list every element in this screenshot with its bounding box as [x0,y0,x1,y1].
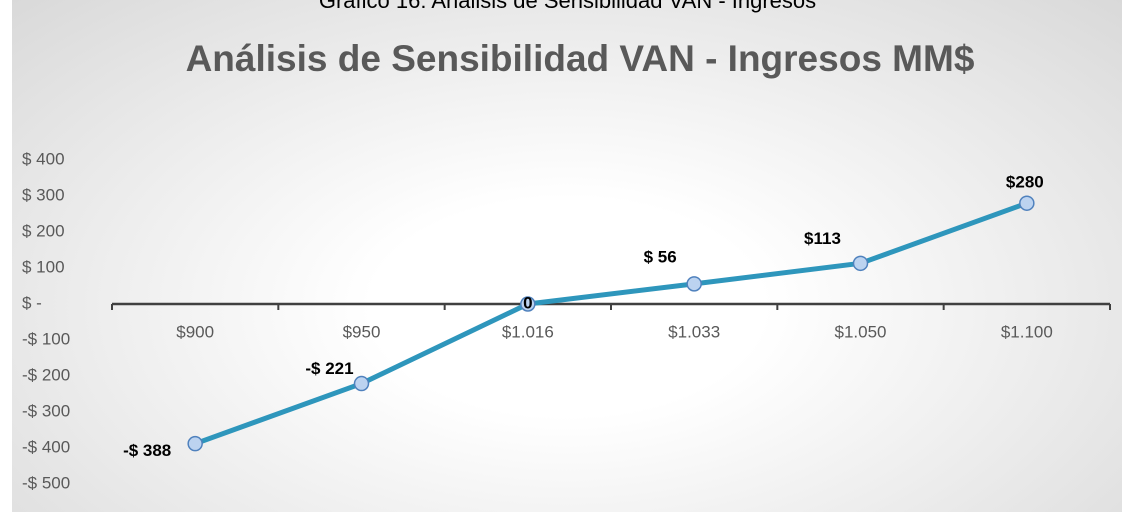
x-tick-label: $1.016 [502,322,554,341]
y-tick-label: $ - [22,293,42,312]
y-tick-label: -$ 400 [22,437,70,456]
x-tick-label: $1.050 [835,322,887,341]
point [187,435,203,452]
point [852,255,869,272]
point [686,276,702,292]
data-label: $113 [804,229,841,248]
x-tick-label: $950 [343,322,381,341]
data-label: $ 56 [644,247,677,266]
x-tick-label: $1.100 [1001,322,1053,341]
data-label: 0 [523,293,532,312]
chart-title: Análisis de Sensibilidad VAN - Ingresos … [185,38,975,79]
data-label: -$ 221 [305,359,353,378]
x-tick-label: $1.033 [668,322,720,341]
point [353,375,370,392]
caption: Gráfico 16: Análisis de Sensibilidad VAN… [318,0,817,13]
x-tick-label: $900 [176,322,214,341]
chart-background [12,0,1122,512]
point [1019,195,1035,211]
y-tick-label: -$ 200 [22,365,70,384]
y-tick-label: $ 300 [22,185,65,204]
data-label: -$ 388 [123,441,171,460]
y-tick-label: -$ 100 [22,329,70,348]
y-tick-label: $ 100 [22,257,65,276]
series-line [194,200,1028,447]
y-tick-label: -$ 300 [22,401,70,420]
data-label: $280 [1006,173,1044,192]
y-tick-label: $ 200 [22,221,65,240]
y-tick-label: $ 400 [22,149,65,168]
point [520,296,536,312]
y-tick-label: -$ 500 [22,473,70,492]
